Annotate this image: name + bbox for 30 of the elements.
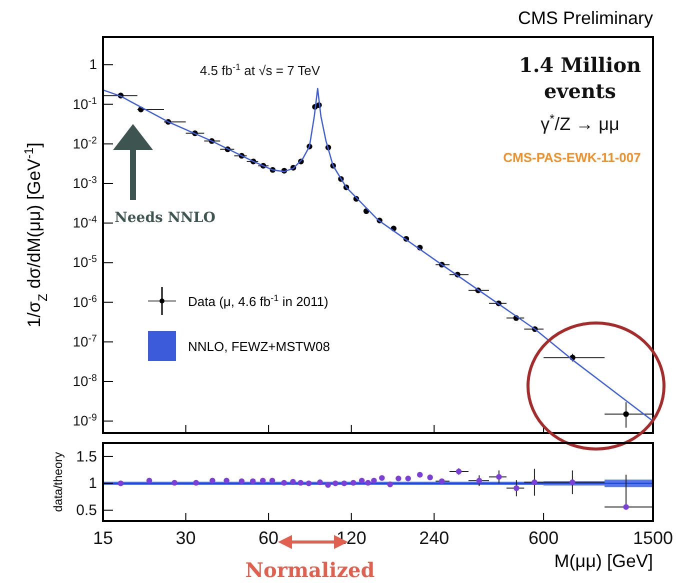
y-tick-label: 10$^{-5}$ bbox=[72, 254, 98, 270]
y-tick-label: 10$^{-6}$ bbox=[72, 293, 98, 310]
y-tick-label: 1 bbox=[89, 56, 98, 72]
y-tick-label: 1 bbox=[88, 475, 97, 492]
x-tick-label: 240 bbox=[419, 528, 450, 548]
y-tick-label: 10$^{-1}$ bbox=[72, 95, 97, 112]
annotation: 1.4 Million events bbox=[518, 53, 642, 103]
legend-label: Data (μ, 4.6 fb$^{-1}$ in 2011) bbox=[188, 293, 328, 309]
annotation: γ$^{*}$/Z → μμ bbox=[540, 112, 620, 134]
y-tick-label: 0.5 bbox=[76, 502, 97, 520]
chart-title: CMS Preliminary bbox=[518, 8, 653, 28]
x-tick-label: 15 bbox=[92, 528, 114, 548]
y-axis-title: data/theory bbox=[51, 452, 65, 512]
y-tick-label: 10$^{-7}$ bbox=[72, 332, 97, 350]
text: Normalized bbox=[245, 558, 375, 582]
annotation: Needs NNLO bbox=[114, 210, 216, 226]
y-tick-label: 10$^{-3}$ bbox=[72, 174, 98, 191]
x-tick-label: 30 bbox=[176, 528, 196, 548]
y-tick-label: 10$^{-2}$ bbox=[72, 134, 97, 152]
y-tick-label: 10$^{-9}$ bbox=[72, 412, 97, 429]
annotation: 4.5 fb$^{-1}$ at √s = 7 TeV bbox=[200, 62, 320, 78]
y-tick-label: 10$^{-8}$ bbox=[72, 372, 98, 389]
x-tick-label: 1500 bbox=[632, 528, 674, 548]
annotation: CMS-PAS-EWK-11-007 bbox=[503, 150, 641, 165]
legend-label: NNLO, FEWZ+MSTW08 bbox=[188, 339, 330, 354]
y-tick-label: 10$^{-4}$ bbox=[72, 214, 98, 231]
x-tick-label: 60 bbox=[258, 528, 279, 548]
x-axis-title: M(μμ) [GeV] bbox=[554, 551, 653, 571]
y-tick-label: 1.5 bbox=[76, 448, 97, 466]
x-tick-label: 600 bbox=[528, 528, 559, 548]
